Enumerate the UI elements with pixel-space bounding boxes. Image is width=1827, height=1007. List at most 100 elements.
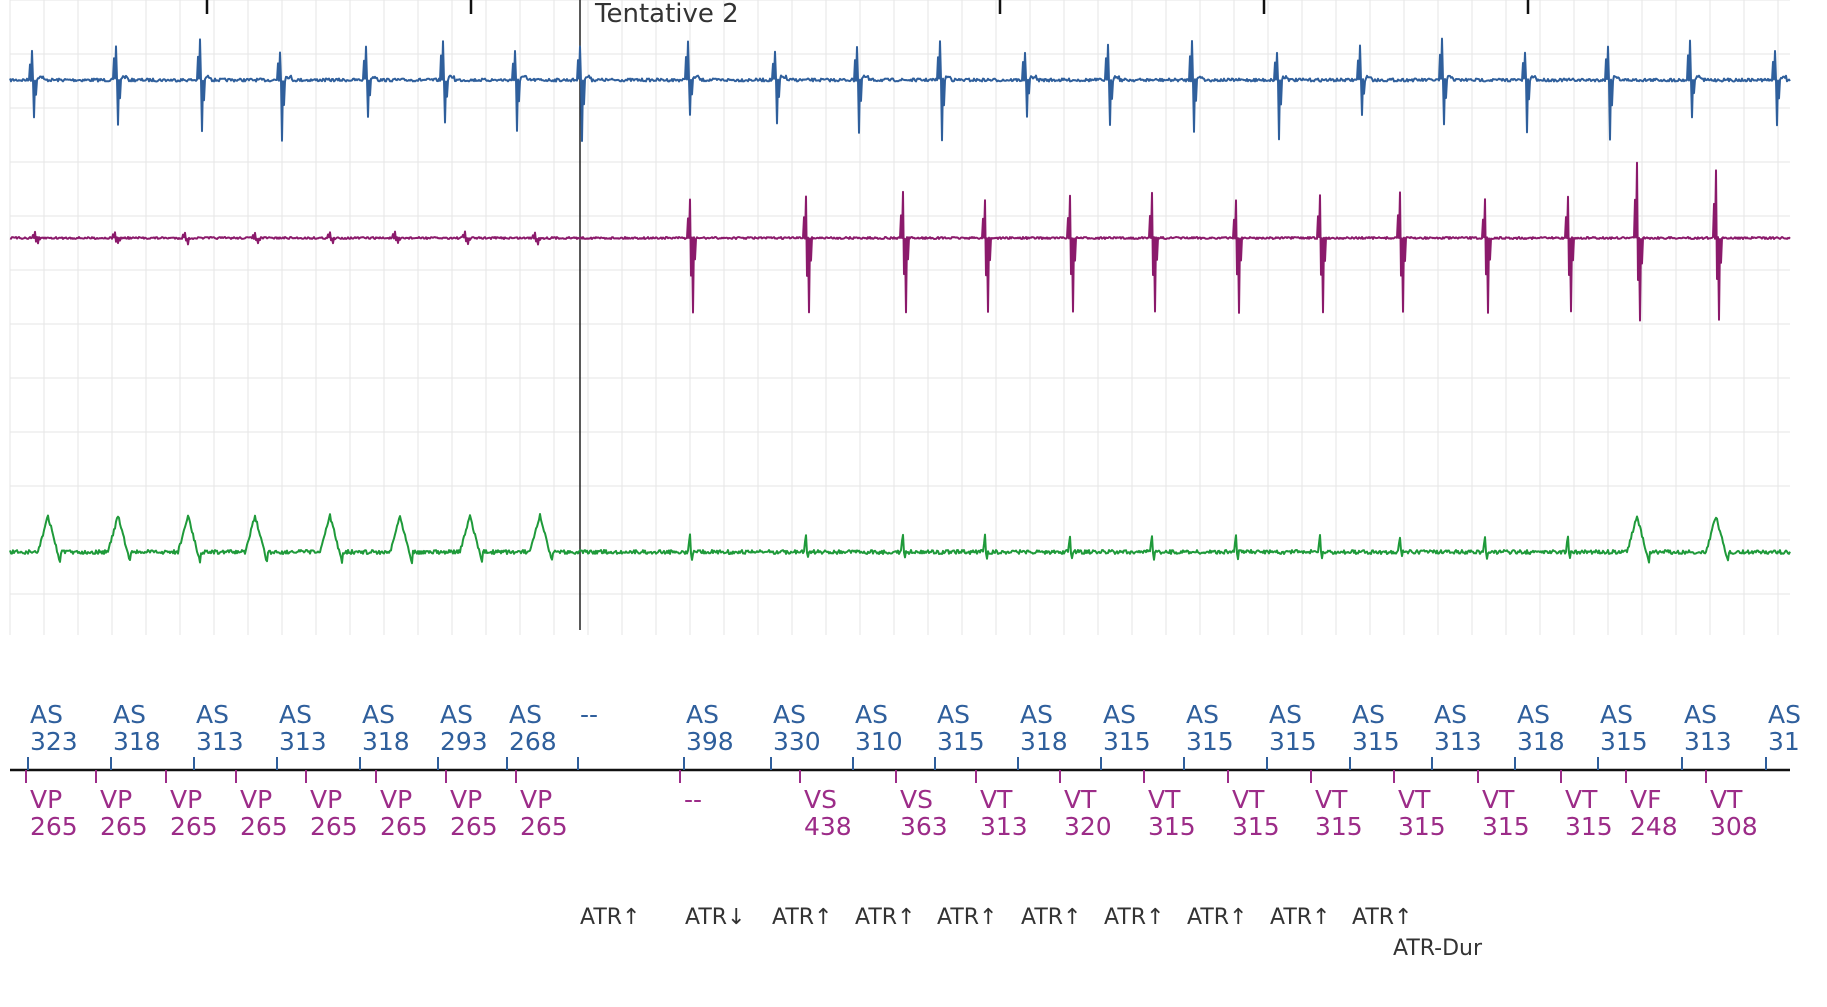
ventricular-mark-interval: 265 xyxy=(450,812,498,841)
ventricular-mark-label: VT xyxy=(1710,785,1743,814)
atrial-mark-label: AS xyxy=(1269,700,1302,729)
ventricular-mark-label: VP xyxy=(310,785,342,814)
atr-event-label: ATR↑ xyxy=(855,905,916,930)
ventricular-mark-label: VS xyxy=(804,785,837,814)
ventricular-egm-trace xyxy=(9,161,1791,322)
atrial-egm-trace xyxy=(9,37,1791,142)
atrial-mark-interval: 318 xyxy=(1020,727,1068,756)
ventricular-mark-interval: 265 xyxy=(170,812,218,841)
atrial-mark-label: AS xyxy=(937,700,970,729)
ventricular-mark-interval: 315 xyxy=(1482,812,1530,841)
atrial-mark-label: AS xyxy=(1352,700,1385,729)
ventricular-mark-interval: 313 xyxy=(980,812,1028,841)
atrial-mark-interval: 315 xyxy=(1186,727,1234,756)
atrial-mark-interval: 318 xyxy=(113,727,161,756)
ventricular-mark-label: VT xyxy=(980,785,1013,814)
atrial-mark-label: AS xyxy=(1434,700,1467,729)
atrial-mark-label: AS xyxy=(1768,700,1801,729)
ventricular-mark-label: VP xyxy=(30,785,62,814)
ventricular-mark-interval: 363 xyxy=(900,812,948,841)
ventricular-mark-interval: 315 xyxy=(1148,812,1196,841)
atrial-mark-label: AS xyxy=(1020,700,1053,729)
ventricular-mark-label: VT xyxy=(1398,785,1431,814)
ventricular-mark-interval: 265 xyxy=(520,812,568,841)
atrial-mark-interval: 315 xyxy=(1103,727,1151,756)
atrial-mark-label: AS xyxy=(1517,700,1550,729)
atrial-mark-interval: 293 xyxy=(440,727,488,756)
atrial-mark-label: AS xyxy=(113,700,146,729)
ventricular-mark-label: VS xyxy=(900,785,933,814)
ventricular-mark-interval: 438 xyxy=(804,812,852,841)
ventricular-mark-interval: 265 xyxy=(310,812,358,841)
atr-event-label: ATR↑ xyxy=(1021,905,1082,930)
ventricular-mark-label: VT xyxy=(1064,785,1097,814)
atr-event-label: ATR↓ xyxy=(685,905,746,930)
atrial-mark-label: AS xyxy=(686,700,719,729)
ventricular-mark-label: VP xyxy=(520,785,552,814)
ventricular-mark-label: VP xyxy=(380,785,412,814)
ventricular-mark-interval: 315 xyxy=(1398,812,1446,841)
atr-event-label: ATR↑ xyxy=(1187,905,1248,930)
atrial-mark-interval: 313 xyxy=(1684,727,1732,756)
ventricular-mark-label: VP xyxy=(100,785,132,814)
ventricular-mark-label: VT xyxy=(1315,785,1348,814)
atrial-mark-label: -- xyxy=(580,700,598,729)
atrial-mark-label: AS xyxy=(362,700,395,729)
atr-event-label: ATR↑ xyxy=(772,905,833,930)
time-ticks xyxy=(205,0,1530,14)
ventricular-mark-interval: 265 xyxy=(380,812,428,841)
atr-event-label: ATR↑ xyxy=(1104,905,1165,930)
atrial-mark-interval: 315 xyxy=(1269,727,1317,756)
atr-duration-label: ATR-Dur xyxy=(1393,936,1483,961)
atrial-mark-interval: 268 xyxy=(509,727,557,756)
atrial-mark-label: AS xyxy=(30,700,63,729)
ventricular-mark-label: VF xyxy=(1630,785,1661,814)
atrial-mark-label: AS xyxy=(1186,700,1219,729)
strip-title: Tentative 2 xyxy=(594,0,739,29)
atr-event-label: ATR↑ xyxy=(1270,905,1331,930)
ventricular-mark-label: -- xyxy=(684,785,702,814)
ventricular-mark-label: VP xyxy=(170,785,202,814)
atrial-mark-label: AS xyxy=(509,700,542,729)
atrial-mark-interval: 323 xyxy=(30,727,78,756)
atrial-mark-label: AS xyxy=(855,700,888,729)
ventricular-mark-label: VP xyxy=(450,785,482,814)
atrial-mark-interval: 315 xyxy=(1600,727,1648,756)
ventricular-mark-label: VT xyxy=(1482,785,1515,814)
atrial-mark-interval: 318 xyxy=(362,727,410,756)
atrial-mark-label: AS xyxy=(196,700,229,729)
atrial-mark-interval: 315 xyxy=(1352,727,1400,756)
ventricular-mark-label: VT xyxy=(1148,785,1181,814)
ventricular-mark-interval: 265 xyxy=(240,812,288,841)
atrial-mark-interval: 31 xyxy=(1768,727,1800,756)
atrial-mark-interval: 313 xyxy=(1434,727,1482,756)
ventricular-mark-label: VT xyxy=(1565,785,1598,814)
atrial-mark-interval: 398 xyxy=(686,727,734,756)
atrial-mark-label: AS xyxy=(440,700,473,729)
shock-egm-trace xyxy=(9,513,1791,565)
atr-event-label: ATR↑ xyxy=(580,905,641,930)
ventricular-mark-interval: 315 xyxy=(1565,812,1613,841)
ventricular-mark-interval: 265 xyxy=(100,812,148,841)
atrial-mark-interval: 330 xyxy=(773,727,821,756)
ventricular-mark-interval: 315 xyxy=(1232,812,1280,841)
atrial-mark-interval: 313 xyxy=(196,727,244,756)
ventricular-mark-label: VP xyxy=(240,785,272,814)
atr-event-label: ATR↑ xyxy=(937,905,998,930)
atr-event-label: ATR↑ xyxy=(1352,905,1413,930)
atr-event-row: ATR↑ ATR↓ ATR↑ ATR↑ ATR↑ ATR↑ ATR↑ ATR↑ ATR↑ ATR↑ xyxy=(580,905,1413,930)
ventricular-marker-channel: VP265VP265VP265VP265VP265VP265VP265VP265… xyxy=(25,770,1758,841)
atrial-mark-interval: 313 xyxy=(279,727,327,756)
atrial-mark-interval: 315 xyxy=(937,727,985,756)
atrial-mark-interval: 310 xyxy=(855,727,903,756)
atrial-mark-label: AS xyxy=(279,700,312,729)
ventricular-mark-interval: 320 xyxy=(1064,812,1112,841)
atrial-mark-label: AS xyxy=(1103,700,1136,729)
atrial-mark-label: AS xyxy=(1600,700,1633,729)
ventricular-mark-interval: 308 xyxy=(1710,812,1758,841)
atrial-mark-label: AS xyxy=(1684,700,1717,729)
ventricular-mark-interval: 315 xyxy=(1315,812,1363,841)
ventricular-mark-interval: 248 xyxy=(1630,812,1678,841)
